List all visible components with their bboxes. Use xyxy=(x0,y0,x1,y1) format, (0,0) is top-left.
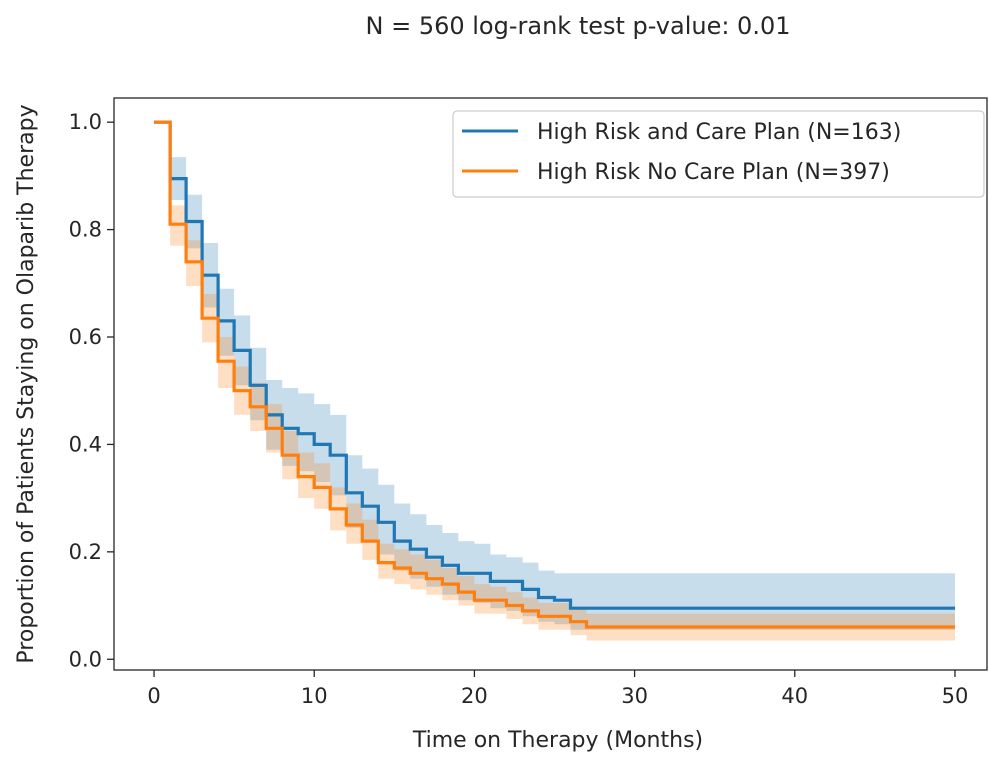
survival-line-no-care-plan xyxy=(154,120,955,629)
x-axis-ticks: 0 10 20 30 40 50 xyxy=(147,670,968,708)
confidence-band-care-plan xyxy=(154,122,955,630)
confidence-band-no-care-plan xyxy=(154,122,955,641)
y-tick-label: 1.0 xyxy=(69,110,102,134)
x-tick-label: 20 xyxy=(461,684,488,708)
x-tick-label: 40 xyxy=(781,684,808,708)
survival-line-care-plan xyxy=(154,120,955,610)
legend: High Risk and Care Plan (N=163) High Ris… xyxy=(452,110,985,198)
legend-label-care-plan: High Risk and Care Plan (N=163) xyxy=(537,120,901,145)
y-tick-label: 0.6 xyxy=(69,325,102,349)
y-tick-label: 0.4 xyxy=(69,432,102,456)
y-tick-label: 0.8 xyxy=(69,218,102,242)
x-tick-label: 50 xyxy=(942,684,969,708)
x-tick-label: 10 xyxy=(301,684,328,708)
y-tick-label: 0.2 xyxy=(69,540,102,564)
y-axis-label: Proportion of Patients Staying on Olapar… xyxy=(14,104,39,663)
y-tick-label: 0.0 xyxy=(69,647,102,671)
x-axis-label: Time on Therapy (Months) xyxy=(412,728,703,753)
plot-frame xyxy=(113,97,988,671)
chart-title: N = 560 log-rank test p-value: 0.01 xyxy=(366,12,791,40)
y-axis-ticks: 0.0 0.2 0.4 0.6 0.8 1.0 xyxy=(69,110,114,671)
legend-box xyxy=(452,110,985,198)
legend-label-no-care-plan: High Risk No Care Plan (N=397) xyxy=(537,160,890,185)
x-tick-label: 30 xyxy=(621,684,648,708)
x-tick-label: 0 xyxy=(147,684,160,708)
plot-area xyxy=(154,120,955,641)
